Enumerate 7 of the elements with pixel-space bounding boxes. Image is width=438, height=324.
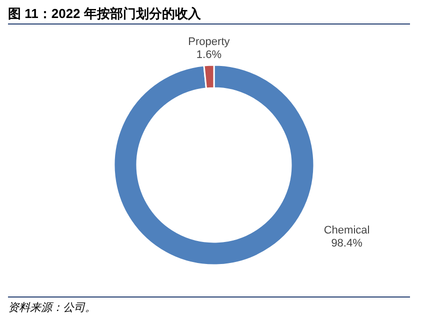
- slice-label: Chemical: [324, 224, 370, 237]
- donut-slice: [113, 64, 315, 266]
- data-label: 1.6%: [196, 49, 222, 62]
- slice-label: Property: [188, 36, 230, 48]
- text: 资料来源：公司。: [8, 301, 96, 314]
- data-label: 98.4%: [331, 238, 363, 250]
- chart-title: 图 11：2022 年按部门划分的收入: [8, 6, 202, 21]
